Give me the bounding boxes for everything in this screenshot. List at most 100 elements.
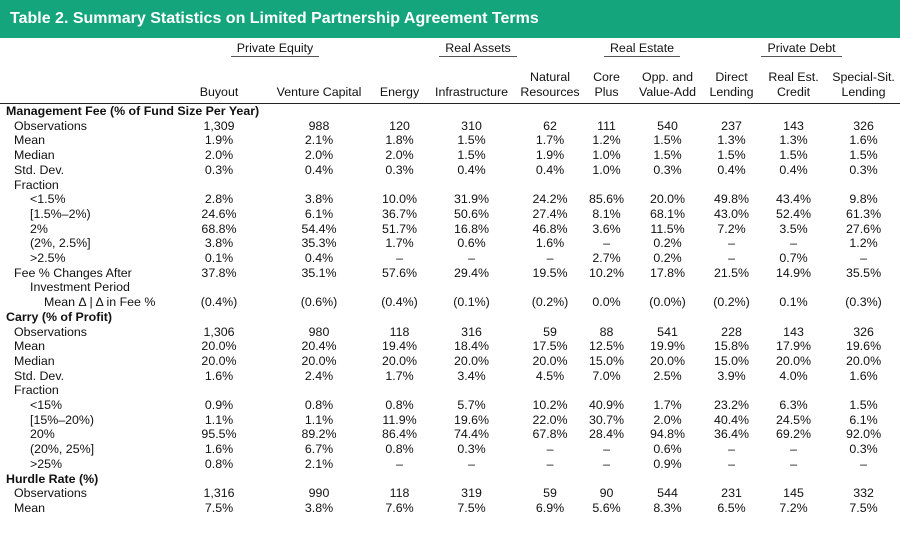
table-cell: – [728,236,735,251]
table-cell: – [603,442,610,457]
row-label: Mean [14,133,45,148]
group-header-private-debt: Private Debt [703,38,900,59]
table-cell: 86.4% [381,427,418,442]
table-row: Mean Δ | Δ in Fee % (0.4%) (0.6%) (0.4%) (0.… [0,295,900,310]
column-header-line: Direct [715,70,748,84]
table-row: Median 20.0% 20.0% 20.0% 20.0% 20.0% 15.0% 20.0… [0,354,900,369]
table-cell: 0.4% [779,162,808,177]
row-label: Observations [14,324,88,339]
column-header-line: Energy [379,85,420,99]
table-cell: – [396,251,403,266]
column-header-line: Natural [530,70,570,84]
table-cell: 0.3% [849,162,878,177]
table-cell [424,178,519,193]
table-cell: 20.0% [649,192,686,207]
table-cell: 7.5% [457,500,486,515]
table-cell: 143 [783,118,804,133]
column-header-line: Special-Sit. [832,70,895,84]
column-header-line: Infrastructure [435,85,509,99]
table-cell: 46.8% [532,221,568,236]
table-cell: 35.3% [301,236,337,251]
table-cell [703,280,760,295]
table-cell: 20.0% [532,353,568,368]
table-cell: 16.8% [453,221,490,236]
table-cell: 30.7% [588,412,625,427]
table-cell [175,280,263,295]
table-cell: 0.6% [653,442,682,457]
table-cell: (0.4%) [381,295,418,310]
table-row: <1.5% 2.8% 3.8% 10.0% 31.9% 24.2% 85.6% 20.0% 49… [0,192,900,207]
column-header-line: Venture Capital [276,85,362,99]
table-cell: 1.0% [592,162,621,177]
table-cell: 7.5% [204,500,234,515]
table-cell: 1.5% [849,398,878,413]
table-cell: 2.8% [204,192,234,207]
table-cell: (0.0%) [649,295,686,310]
table-cell: 59 [543,324,557,339]
table-cell: 1.6% [204,442,234,457]
table-row: Observations 1,306 980 118 316 59 88 541 228 143 3… [0,325,900,340]
table-cell: 1,309 [203,118,235,133]
table-row: [15%–20%) 1.1% 1.1% 11.9% 19.6% 22.0% 30.7% 2.0… [0,413,900,428]
section-title: Hurdle Rate (%) [6,471,99,486]
column-header-direct-lending: Direct Lending [703,59,761,104]
row-label: Median [14,353,55,368]
table-cell: 1.1% [304,412,334,427]
table-cell: 20.0% [649,353,686,368]
table-cell: 2.0% [304,148,334,163]
column-header-infrastructure: Infrastructure [424,59,520,104]
table-cell: 94.8% [649,427,686,442]
table-cell: 0.2% [653,251,682,266]
table-cell: 40.4% [713,412,750,427]
table-cell: 1.6% [204,368,234,383]
table-cell: 6.1% [849,412,878,427]
row-label: >2.5% [30,251,66,266]
table-cell: 0.4% [304,162,334,177]
table-cell: 2.0% [385,148,414,163]
table-cell [581,383,632,398]
table-cell: 310 [461,118,482,133]
table-cell: 19.5% [532,265,568,280]
table-cell: 0.2% [653,236,682,251]
table-cell: 0.9% [653,456,682,471]
table-cell: 0.3% [849,442,878,457]
summary-statistics-table: Private Equity Real Assets Real Estate Priv… [0,38,900,516]
table-cell: 88 [599,324,614,339]
table-cell: 20.0% [201,353,237,368]
table-cell: 1.5% [849,148,878,163]
table-cell: 7.5% [849,500,878,515]
table-cell: – [546,442,554,457]
table-cell: 27.6% [845,221,882,236]
table-cell: 0.8% [385,442,414,457]
table-cell: 0.3% [457,442,486,457]
table-cell: 67.8% [532,427,568,442]
table-cell: 980 [308,324,330,339]
table-cell: 1,306 [203,324,235,339]
group-header-label: Private Equity [230,41,320,57]
column-header-line: Lending [709,85,754,99]
table-cell [827,280,900,295]
table-cell: 19.9% [649,339,686,354]
table-cell: – [468,456,475,471]
table-cell: 1.9% [204,133,234,148]
column-header-energy: Energy [375,59,425,104]
table-cell: – [728,442,735,457]
row-label: 20% [30,427,55,442]
table-cell [519,178,581,193]
table-cell: 2.7% [592,251,621,266]
table-cell: 326 [853,324,874,339]
table-cell: 2.0% [653,412,682,427]
table-cell [760,280,827,295]
table-cell: 6.7% [304,442,334,457]
table-cell: (0.2%) [531,295,569,310]
table-cell: 0.4% [535,162,565,177]
table-row: Fraction [0,178,900,193]
table-cell: 50.6% [453,206,490,221]
table-cell: – [603,236,610,251]
group-header-real-assets: Real Assets [375,38,581,59]
table-cell: 540 [657,118,678,133]
table-cell: 21.5% [713,265,750,280]
table-cell [263,383,375,398]
column-header-line: Opp. and [642,70,693,84]
table-cell: 57.6% [381,265,418,280]
